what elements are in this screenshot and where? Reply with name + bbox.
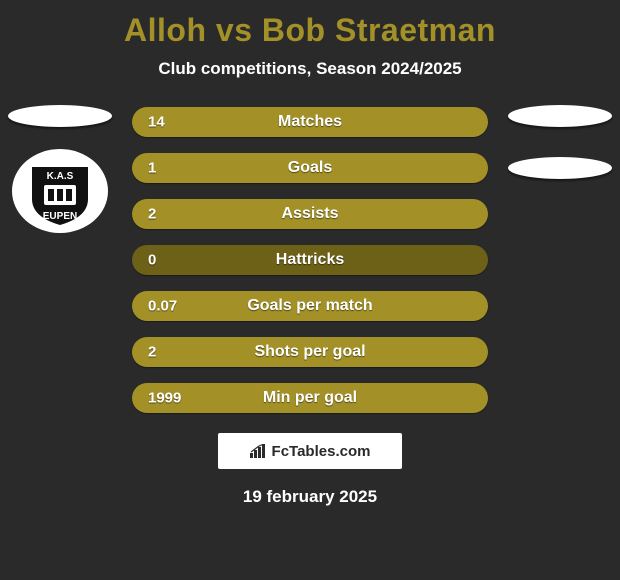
stat-row: 0.07 Goals per match	[132, 291, 488, 321]
stat-value: 1	[148, 160, 156, 177]
player-silhouette-right-1	[508, 105, 612, 127]
player-silhouette-left	[8, 105, 112, 127]
date-text: 19 february 2025	[0, 487, 620, 507]
stat-row: 0 Hattricks	[132, 245, 488, 275]
page-subtitle: Club competitions, Season 2024/2025	[0, 59, 620, 79]
stat-value: 14	[148, 114, 165, 131]
club-logo-left: K.A.S EUPEN	[10, 147, 110, 235]
stat-label: Assists	[282, 205, 339, 223]
stat-value: 0.07	[148, 298, 177, 315]
stat-label: Goals per match	[247, 297, 372, 315]
stat-label: Matches	[278, 113, 342, 131]
comparison-content: K.A.S EUPEN 14 Matches 1 Goals 2 Assists 0 Hatt…	[0, 107, 620, 413]
chart-icon	[250, 444, 268, 458]
stat-row: 2 Assists	[132, 199, 488, 229]
stat-label: Hattricks	[276, 251, 344, 269]
attribution-badge: FcTables.com	[218, 433, 402, 469]
stat-value: 0	[148, 252, 156, 269]
comparison-bars: 14 Matches 1 Goals 2 Assists 0 Hattricks 0.07 Goa…	[132, 107, 488, 413]
page-title: Alloh vs Bob Straetman	[0, 0, 620, 49]
stat-label: Shots per goal	[254, 343, 365, 361]
stat-label: Min per goal	[263, 389, 357, 407]
stat-value: 1999	[148, 390, 181, 407]
stat-row: 1999 Min per goal	[132, 383, 488, 413]
player-silhouette-right-2	[508, 157, 612, 179]
svg-text:EUPEN: EUPEN	[43, 211, 77, 222]
right-player-column	[500, 105, 620, 197]
stat-label: Goals	[288, 159, 332, 177]
stat-value: 2	[148, 344, 156, 361]
left-player-column: K.A.S EUPEN	[0, 105, 120, 235]
stat-row: 1 Goals	[132, 153, 488, 183]
svg-text:K.A.S: K.A.S	[47, 171, 74, 182]
stat-row: 2 Shots per goal	[132, 337, 488, 367]
stat-value: 2	[148, 206, 156, 223]
attribution-text: FcTables.com	[272, 443, 371, 460]
stat-row: 14 Matches	[132, 107, 488, 137]
